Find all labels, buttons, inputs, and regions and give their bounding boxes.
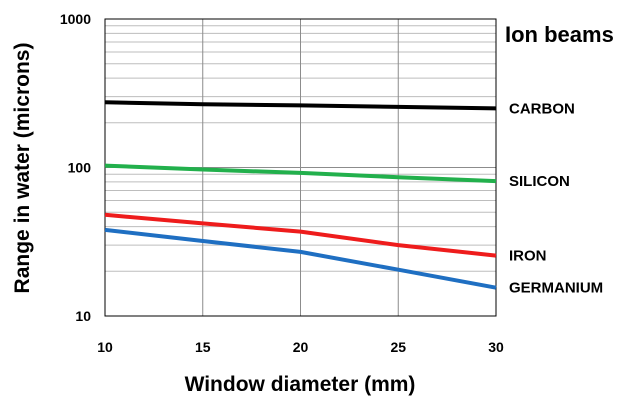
series-line-silicon (104, 163, 497, 184)
y-tick-label: 1000 (60, 11, 91, 27)
y-tick-label: 10 (75, 308, 91, 324)
series-lines (104, 100, 497, 290)
x-tick-label: 25 (390, 339, 406, 355)
y-axis-title: Range in water (microns) (11, 43, 34, 294)
series-label-germanium: GERMANIUM (509, 280, 603, 297)
x-tick-label: 30 (488, 339, 504, 355)
series-label-carbon: CARBON (509, 100, 575, 117)
legend-title: Ion beams (505, 22, 614, 47)
y-tick-labels: 10 100 1000 (60, 11, 91, 324)
y-tick-label: 100 (68, 160, 92, 176)
x-tick-label: 10 (97, 339, 113, 355)
x-axis-title: Window diameter (mm) (185, 373, 416, 396)
series-line-germanium (104, 227, 497, 290)
series-line-carbon (104, 100, 497, 111)
series-label-silicon: SILICON (509, 173, 570, 190)
x-tick-label: 15 (195, 339, 211, 355)
series-label-iron: IRON (509, 248, 547, 265)
series-line-iron (104, 212, 497, 258)
series-labels: CARBON SILICON IRON GERMANIUM (509, 100, 603, 296)
x-tick-label: 20 (293, 339, 309, 355)
x-tick-labels: 10 15 20 25 30 (97, 339, 504, 355)
